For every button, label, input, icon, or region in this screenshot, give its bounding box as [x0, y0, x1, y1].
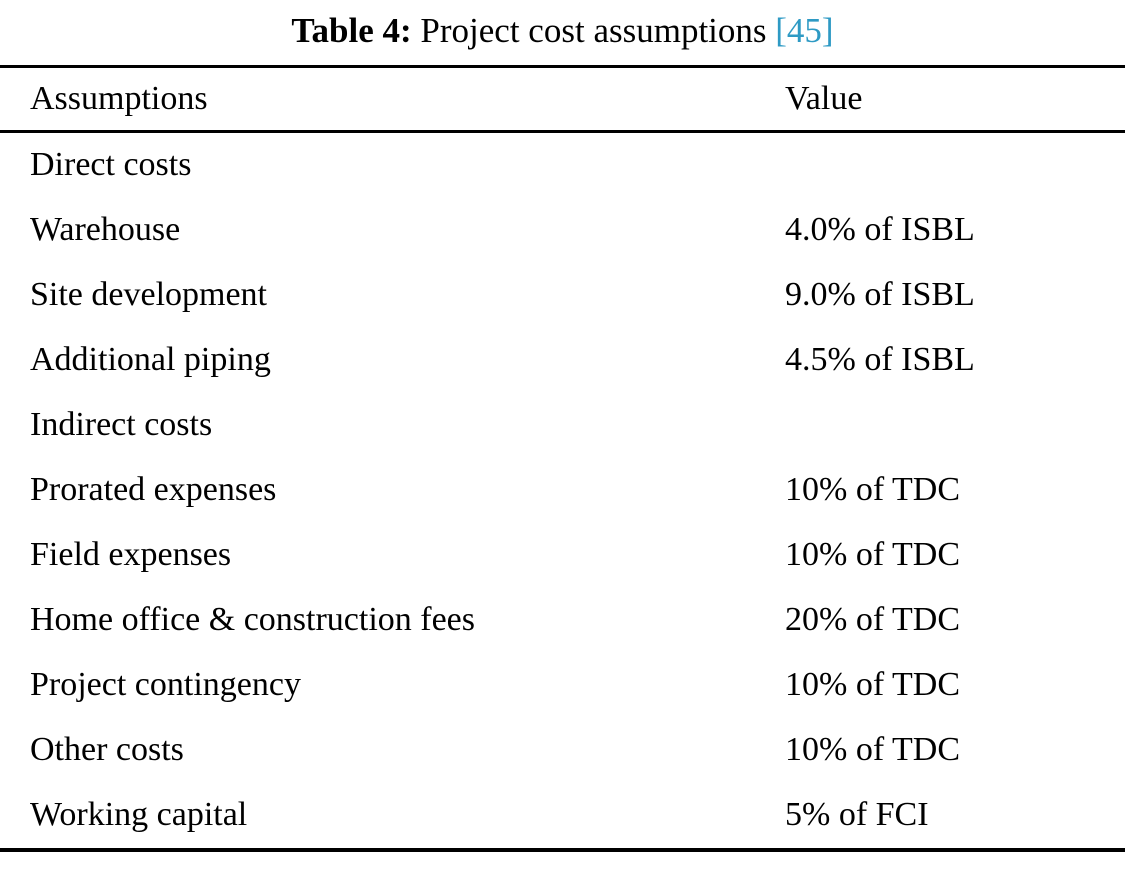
- value-cell: 20% of TDC: [785, 601, 961, 638]
- table-row: Additional piping 4.5% of ISBL: [0, 328, 1125, 393]
- table-caption: Table 4: Project cost assumptions [45]: [0, 0, 1125, 65]
- table-row: Warehouse 4.0% of ISBL: [0, 198, 1125, 263]
- citation-link[interactable]: [45]: [775, 11, 834, 50]
- value-cell: 10% of TDC: [785, 471, 961, 508]
- header-assumptions: Assumptions: [30, 79, 208, 117]
- value-cell: 9.0% of ISBL: [785, 276, 975, 313]
- value-cell: 5% of FCI: [785, 796, 929, 833]
- assumption-cell: Field expenses: [30, 536, 232, 573]
- assumption-cell: Additional piping: [30, 341, 271, 378]
- value-cell: [785, 131, 1125, 198]
- assumption-cell: Warehouse: [30, 211, 181, 248]
- assumption-cell: Direct costs: [30, 146, 192, 183]
- header-value: Value: [785, 79, 863, 117]
- value-cell: 10% of TDC: [785, 536, 961, 573]
- cost-assumptions-table: Assumptions Value Direct costs Warehouse…: [0, 65, 1125, 852]
- assumption-cell: Project contingency: [30, 666, 301, 703]
- value-cell: 4.5% of ISBL: [785, 341, 975, 378]
- table-row: Prorated expenses 10% of TDC: [0, 458, 1125, 523]
- table-row: Field expenses 10% of TDC: [0, 523, 1125, 588]
- assumption-cell: Working capital: [30, 796, 248, 833]
- table-row: Home office & construction fees 20% of T…: [0, 588, 1125, 653]
- value-cell: 4.0% of ISBL: [785, 211, 975, 248]
- table-row: Indirect costs: [0, 393, 1125, 458]
- assumption-cell: Site development: [30, 276, 268, 313]
- caption-title: Project cost assumptions: [411, 11, 776, 50]
- table-row: Project contingency 10% of TDC: [0, 653, 1125, 718]
- value-cell: 10% of TDC: [785, 731, 961, 768]
- header-row: Assumptions Value: [0, 66, 1125, 131]
- value-cell: 10% of TDC: [785, 666, 961, 703]
- caption-label: Table 4:: [291, 11, 412, 50]
- table-row: Direct costs: [0, 131, 1125, 198]
- table-row: Other costs 10% of TDC: [0, 718, 1125, 783]
- assumption-cell: Indirect costs: [30, 406, 213, 443]
- assumption-cell: Prorated expenses: [30, 471, 277, 508]
- assumption-cell: Other costs: [30, 731, 184, 768]
- assumption-cell: Home office & construction fees: [30, 601, 476, 638]
- table-row: Site development 9.0% of ISBL: [0, 263, 1125, 328]
- value-cell: [785, 393, 1125, 458]
- table-row: Working capital 5% of FCI: [0, 783, 1125, 850]
